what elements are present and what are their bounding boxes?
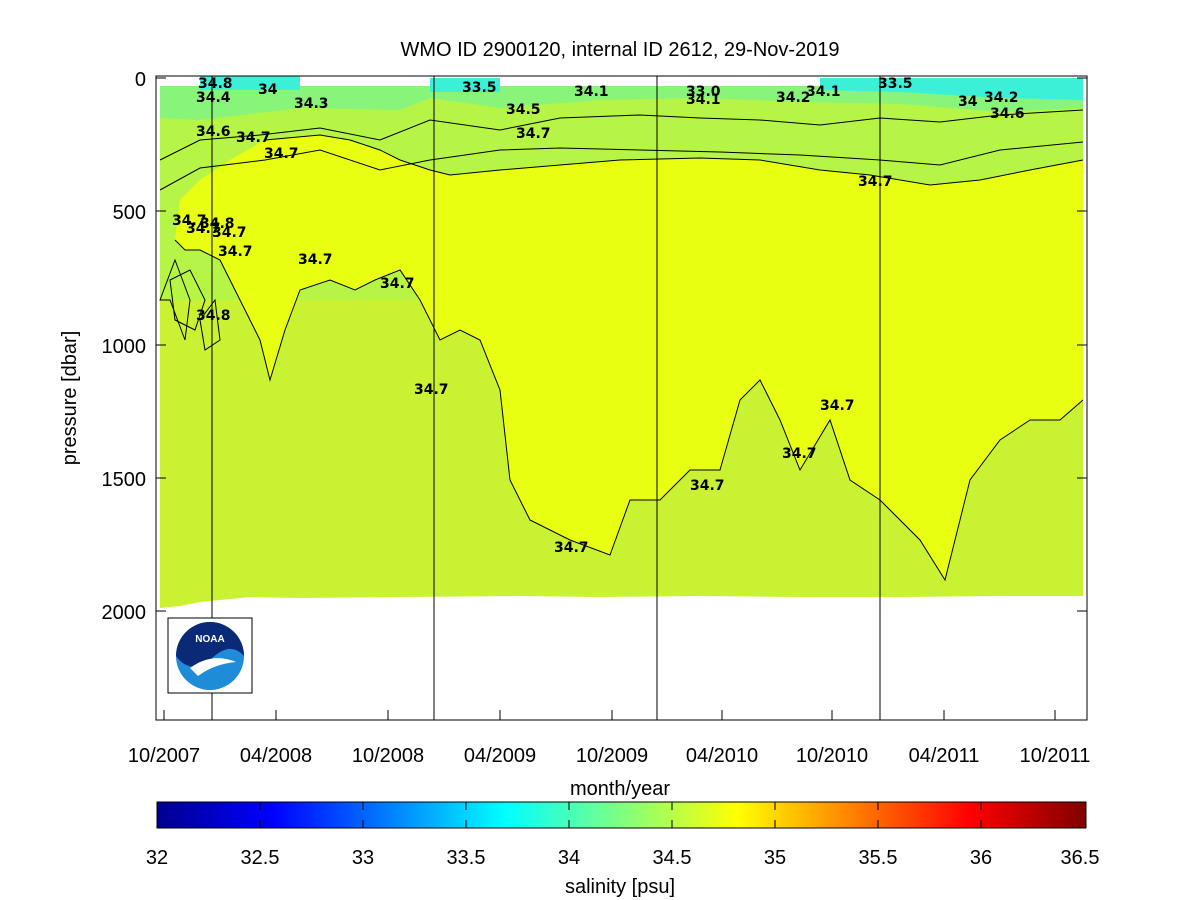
- x-tick-label: 04/2008: [240, 745, 312, 767]
- contour-label: 34.2: [984, 90, 1019, 106]
- x-tick-labels: 10/2007 04/2008 10/2008 04/2009 10/2009 …: [128, 745, 1091, 767]
- contour-label: 34.7: [212, 225, 247, 241]
- colorbar-tick-label: 32: [146, 847, 168, 869]
- noaa-logo: NOAA: [167, 617, 253, 694]
- contour-label: 33.5: [462, 80, 497, 96]
- contour-label: 34.7: [264, 146, 299, 162]
- contour-label: 34.6: [990, 106, 1025, 122]
- contour-label: 33.0: [686, 84, 721, 100]
- colorbar-tick-label: 33: [352, 847, 374, 869]
- y-tick-label: 1000: [102, 336, 147, 358]
- colorbar-title: salinity [psu]: [565, 876, 675, 898]
- surface-layer-region: [160, 86, 1083, 120]
- contour-label: 34.8: [200, 216, 235, 232]
- contour-label: 34.7: [414, 382, 449, 398]
- colorbar-tick-label: 34.5: [653, 847, 692, 869]
- colorbar-tick-label: 33.5: [447, 847, 486, 869]
- core-region: [175, 135, 1083, 580]
- chart-title: WMO ID 2900120, internal ID 2612, 29-Nov…: [400, 39, 839, 61]
- contour-lines: [159, 109, 1084, 582]
- contour-label: 34.7: [298, 252, 333, 268]
- colorbar-tick-label: 35: [764, 847, 786, 869]
- surface-cyan-patch: [200, 76, 1083, 100]
- x-axis: [163, 710, 1056, 720]
- contour-label: 34.7: [690, 478, 725, 494]
- contour-label: 34.6: [196, 124, 231, 140]
- colorbar-tick-label: 36: [970, 847, 992, 869]
- contour-label: 34: [958, 94, 978, 110]
- y-tick-label: 2000: [102, 602, 147, 624]
- contour-label: 34.7: [186, 221, 221, 237]
- contour-label: 34.7: [236, 130, 271, 146]
- contour-label: 34.4: [196, 90, 231, 106]
- contour-label: 34.7: [380, 276, 415, 292]
- contour-label: 34: [258, 82, 278, 98]
- x-tick-label: 04/2011: [909, 745, 980, 767]
- contour-label: 34.7: [218, 244, 253, 260]
- x-tick-label: 10/2009: [576, 745, 648, 767]
- x-axis-title: month/year: [570, 778, 670, 800]
- noaa-logo-text: NOAA: [195, 634, 224, 645]
- contour-label: 34.1: [806, 84, 841, 100]
- contour-label: 34.1: [574, 84, 609, 100]
- x-tick-label: 04/2010: [686, 745, 758, 767]
- colorbar-tick-label: 35.5: [859, 847, 898, 869]
- profile-markers: [211, 76, 881, 720]
- y-tick-label: 0: [135, 69, 146, 91]
- x-tick-label: 04/2009: [464, 745, 536, 767]
- x-tick-label: 10/2008: [352, 745, 424, 767]
- y-tick-label: 1500: [102, 469, 147, 491]
- x-tick-label: 10/2011: [1020, 745, 1091, 767]
- x-tick-label: 10/2007: [128, 745, 200, 767]
- plot-area: 34.8 34.4 34 34.3 34.6 34.7 34.7 34.7 34…: [156, 76, 1087, 720]
- y-tick-label: 500: [113, 202, 146, 224]
- contour-label: 34.3: [294, 96, 329, 112]
- y-tick-labels: 0 500 1000 1500 2000: [102, 69, 147, 624]
- contour-labels: 34.8 34.4 34 34.3 34.6 34.7 34.7 34.7 34…: [172, 76, 1025, 556]
- contour-label: 34.7: [820, 398, 855, 414]
- contour-label: 34.7: [172, 213, 207, 229]
- contour-label: 34.8: [198, 76, 233, 92]
- colorbar-tick-label: 32.5: [241, 847, 280, 869]
- contour-label: 34.2: [776, 90, 811, 106]
- colorbar-tick-label: 36.5: [1061, 847, 1100, 869]
- contour-label: 34.7: [554, 540, 589, 556]
- y-axis-title: pressure [dbar]: [59, 331, 81, 466]
- contour-label: 33.5: [878, 76, 913, 92]
- colorbar-tick-label: 34: [558, 847, 580, 869]
- contour-label: 34.8: [196, 308, 231, 324]
- colorbar: 32 32.5 33 33.5 34 34.5 35 35.5 36 36.5 …: [146, 801, 1100, 898]
- y-axis: [156, 77, 1087, 612]
- contour-label: 34.1: [686, 92, 721, 108]
- contour-label: 34.7: [516, 126, 551, 142]
- x-tick-label: 10/2010: [796, 745, 868, 767]
- contour-label: 34.7: [782, 446, 817, 462]
- plot-frame: [155, 75, 1088, 721]
- contour-label: 34.5: [506, 102, 541, 118]
- contour-label: 34.7: [858, 174, 893, 190]
